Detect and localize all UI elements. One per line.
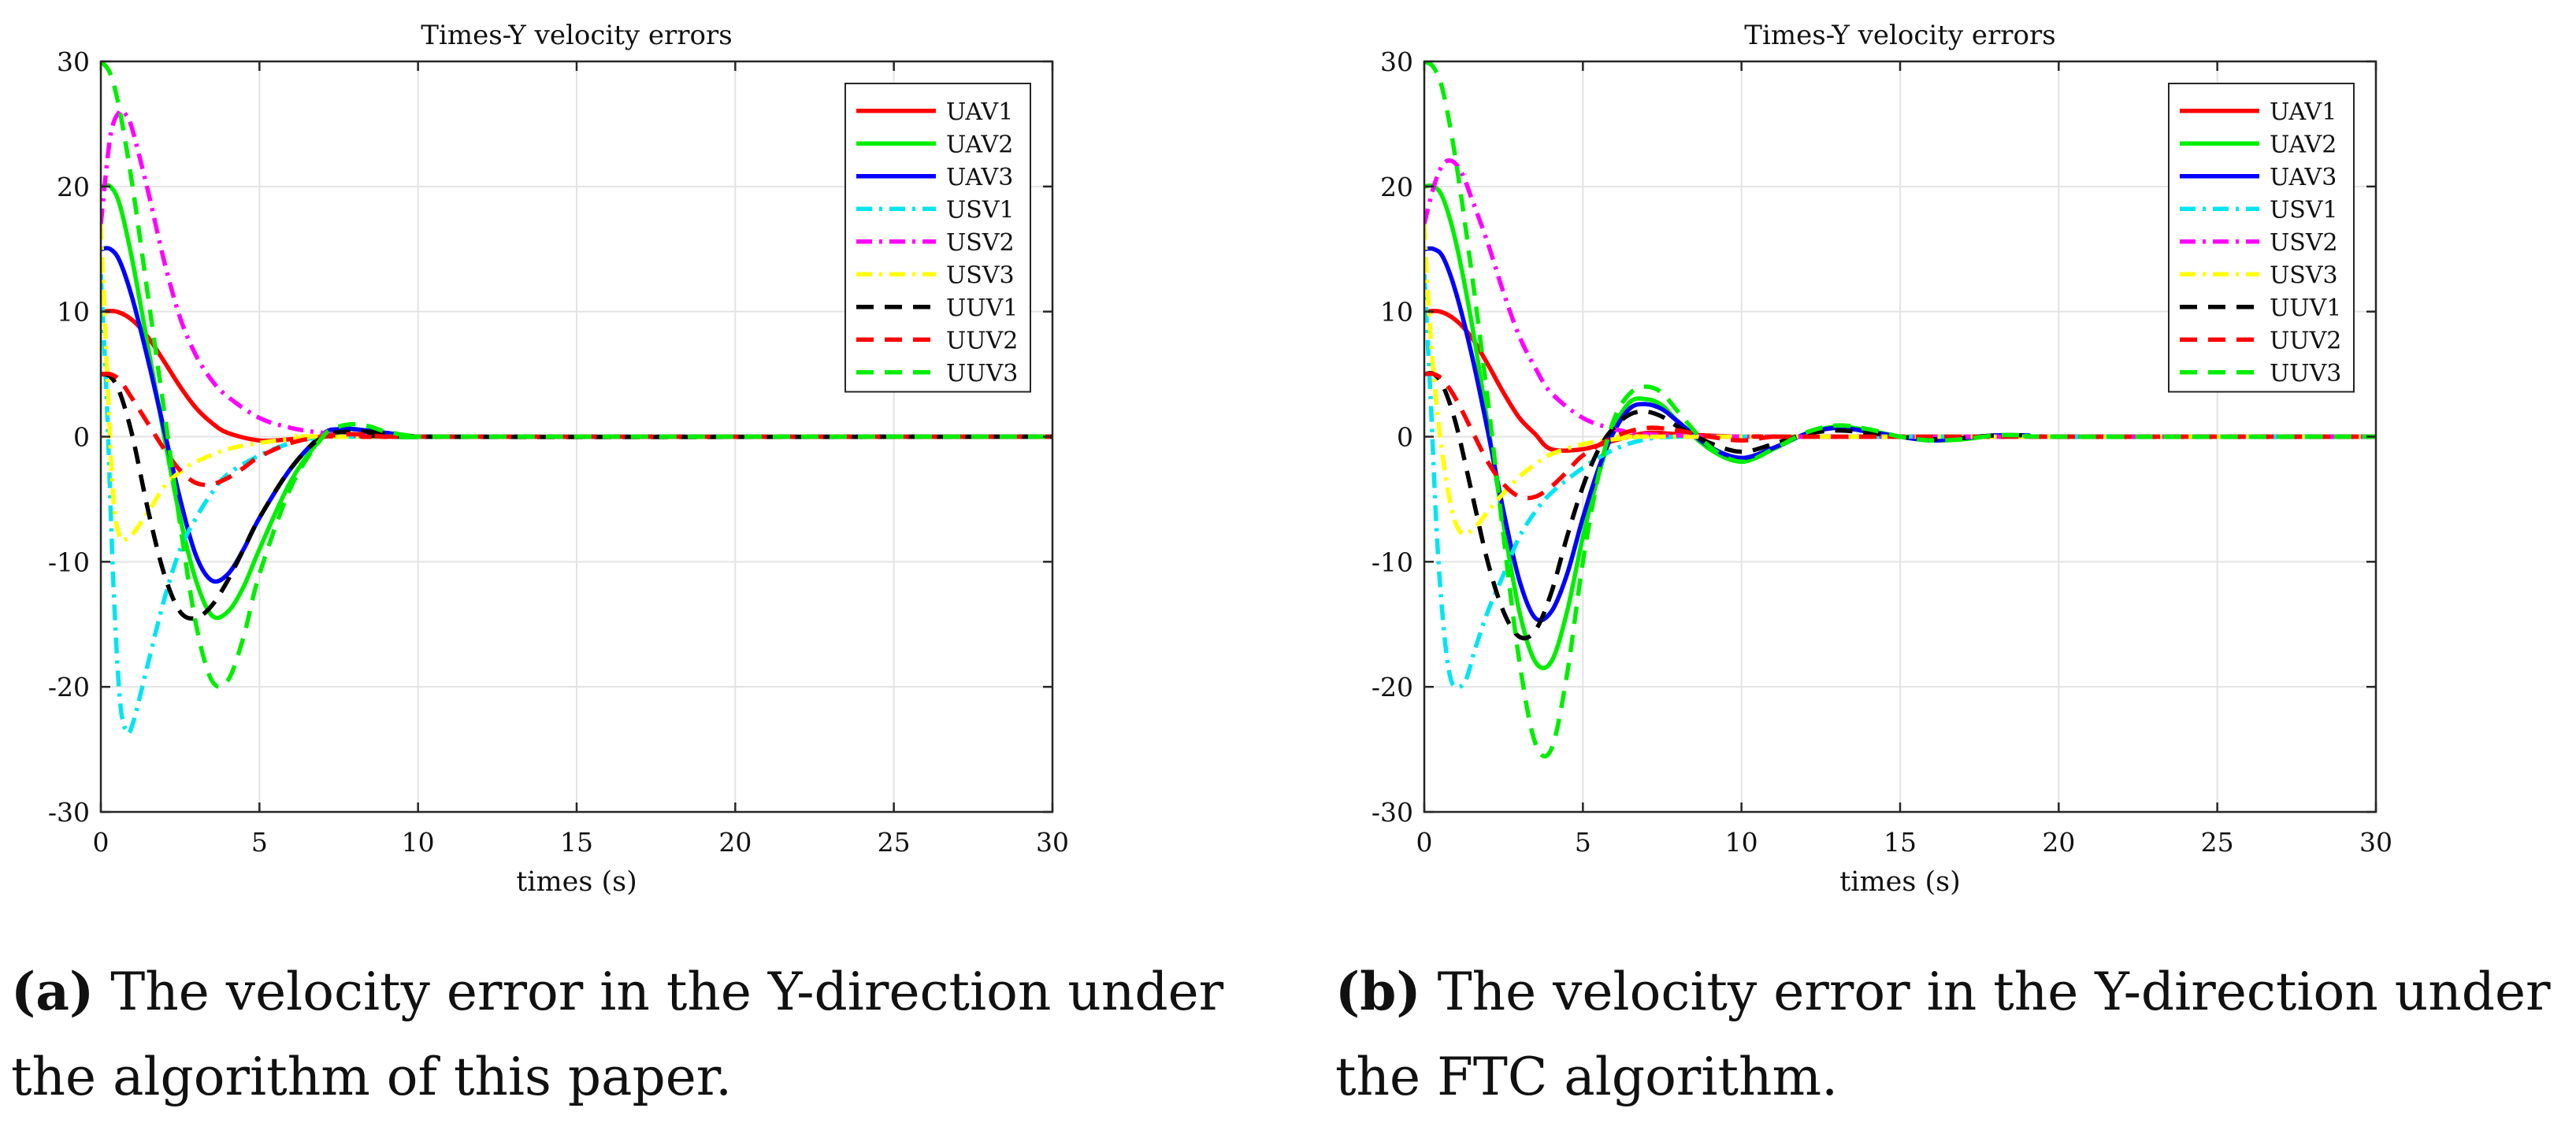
legend-label: UUV2 (946, 327, 1018, 354)
x-tick-label: 10 (402, 827, 435, 858)
x-tick-label: 25 (2201, 827, 2234, 858)
chart-title: Times-Y velocity errors (1744, 20, 2055, 51)
legend-label: UAV2 (946, 131, 1013, 158)
caption-b: (b) The velocity error in the Y-directio… (1335, 949, 2576, 1120)
legend-label: USV1 (946, 196, 1015, 224)
x-tick-label: 30 (1036, 827, 1069, 858)
series-line-usv3 (101, 224, 1052, 543)
legend-label: UUV3 (2270, 360, 2341, 387)
series-line-uuv3 (101, 61, 1052, 689)
y-tick-label: 0 (73, 422, 90, 453)
series-line-usv3 (1424, 224, 2376, 536)
y-tick-label: -20 (48, 672, 90, 702)
legend-label: UAV3 (946, 164, 1013, 191)
y-tick-label: -30 (1372, 797, 1413, 828)
y-tick-label: -10 (48, 547, 90, 577)
series-group (1424, 61, 2376, 759)
legend-label: UAV3 (2270, 164, 2337, 191)
legend-label: UAV1 (2270, 98, 2337, 126)
series-line-uuv1 (101, 372, 1052, 621)
x-tick-label: 5 (251, 827, 268, 858)
y-tick-label: 20 (1380, 172, 1413, 202)
caption-label: (a) (11, 961, 95, 1022)
y-tick-label: 10 (1380, 297, 1413, 328)
legend-label: UUV3 (946, 360, 1018, 387)
y-tick-label: 20 (57, 172, 90, 202)
x-tick-label: 15 (1884, 827, 1917, 858)
legend-label: UUV2 (2270, 327, 2341, 354)
series-line-uuv1 (1424, 371, 2376, 641)
legend-label: UAV1 (946, 98, 1013, 126)
chart-title: Times-Y velocity errors (421, 20, 732, 51)
series-line-uuv2 (101, 371, 1052, 487)
x-axis-label: times (s) (1839, 866, 1961, 898)
legend-label: USV3 (946, 261, 1015, 289)
y-tick-label: -20 (1372, 672, 1413, 702)
legend-label: UUV1 (2270, 295, 2341, 322)
legend-label: USV1 (2270, 196, 2338, 224)
y-tick-label: 30 (1380, 46, 1413, 77)
x-tick-label: 0 (1416, 827, 1433, 858)
caption-a: (a) The velocity error in the Y-directio… (11, 949, 1264, 1120)
legend-box (844, 83, 1031, 393)
x-tick-label: 25 (878, 827, 911, 858)
x-axis-label: times (s) (516, 866, 637, 898)
caption-text: The velocity error in the Y-direction un… (1335, 962, 2551, 1107)
x-tick-label: 20 (2042, 827, 2075, 858)
chart-panel-b: 0 5 10 15 20 25 30 -30 -20 -10 0 10 20 30 Times-Y velo… (1372, 20, 2392, 898)
x-tick-label: 5 (1575, 827, 1591, 858)
legend-box (2168, 83, 2355, 393)
x-tick-label: 15 (560, 827, 593, 858)
series-line-uuv3 (1424, 61, 2376, 759)
caption-text: The velocity error in the Y-direction un… (11, 962, 1224, 1107)
series-line-uuv2 (1424, 371, 2376, 501)
caption-label: (b) (1335, 961, 1421, 1022)
legend-label: USV2 (2270, 229, 2338, 257)
x-tick-label: 0 (93, 827, 109, 858)
y-tick-label: 10 (57, 297, 90, 328)
legend-label: UAV2 (2270, 131, 2337, 158)
chart-panel-a: 0 5 10 15 20 25 30 -30 -20 -10 0 10 20 30 Times-Y velo… (48, 20, 1069, 898)
x-tick-label: 10 (1725, 827, 1758, 858)
y-tick-label: 0 (1397, 422, 1413, 453)
y-tick-label: 30 (57, 46, 90, 77)
x-tick-label: 20 (718, 827, 752, 858)
x-tick-label: 30 (2359, 827, 2392, 858)
series-group (101, 61, 1052, 736)
legend-label: USV2 (946, 229, 1015, 257)
legend-label: UUV1 (946, 295, 1018, 322)
y-tick-label: -10 (1372, 547, 1413, 577)
y-tick-label: -30 (48, 797, 90, 828)
legend-label: USV3 (2270, 261, 2338, 289)
